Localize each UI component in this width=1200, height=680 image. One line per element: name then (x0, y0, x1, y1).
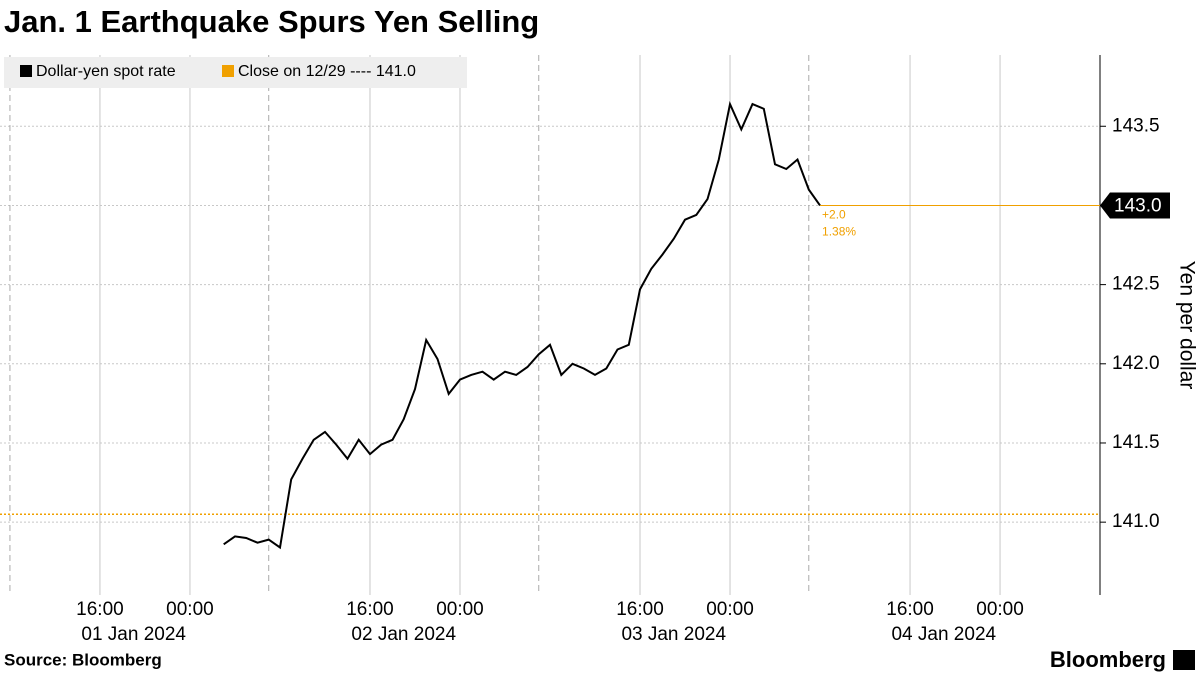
legend-label: Dollar-yen spot rate (36, 63, 176, 80)
legend-label: Close on 12/29 ---- 141.0 (238, 63, 416, 80)
x-tick-label: 16:00 (616, 599, 664, 620)
series-line (223, 100, 821, 550)
annotation: 1.38% (822, 225, 856, 239)
x-date-label: 02 Jan 2024 (351, 624, 456, 645)
y-tick-label: 142.5 (1112, 274, 1160, 295)
last-value-label: 143.0 (1114, 195, 1162, 216)
y-tick-label: 143.5 (1112, 115, 1160, 136)
brand: Bloomberg (1050, 647, 1166, 672)
x-date-label: 04 Jan 2024 (891, 624, 996, 645)
legend-swatch (222, 65, 234, 77)
x-tick-label: 00:00 (436, 599, 484, 620)
x-tick-label: 16:00 (76, 599, 124, 620)
x-date-label: 03 Jan 2024 (621, 624, 726, 645)
annotation: +2.0 (822, 208, 846, 222)
chart-title: Jan. 1 Earthquake Spurs Yen Selling (4, 4, 539, 39)
x-tick-label: 16:00 (886, 599, 934, 620)
x-tick-label: 00:00 (706, 599, 754, 620)
y-tick-label: 142.0 (1112, 353, 1160, 374)
x-tick-label: 00:00 (976, 599, 1024, 620)
x-date-label: 01 Jan 2024 (81, 624, 186, 645)
legend-box (4, 57, 467, 88)
source: Source: Bloomberg (4, 650, 162, 669)
y-tick-label: 141.0 (1112, 511, 1160, 532)
y-axis-title: Yen per dollar (1175, 261, 1198, 390)
x-tick-label: 00:00 (166, 599, 214, 620)
x-tick-label: 16:00 (346, 599, 394, 620)
brand-icon (1173, 650, 1195, 670)
legend-swatch (20, 65, 32, 77)
y-tick-label: 141.5 (1112, 432, 1160, 453)
last-value-box (1100, 192, 1170, 219)
